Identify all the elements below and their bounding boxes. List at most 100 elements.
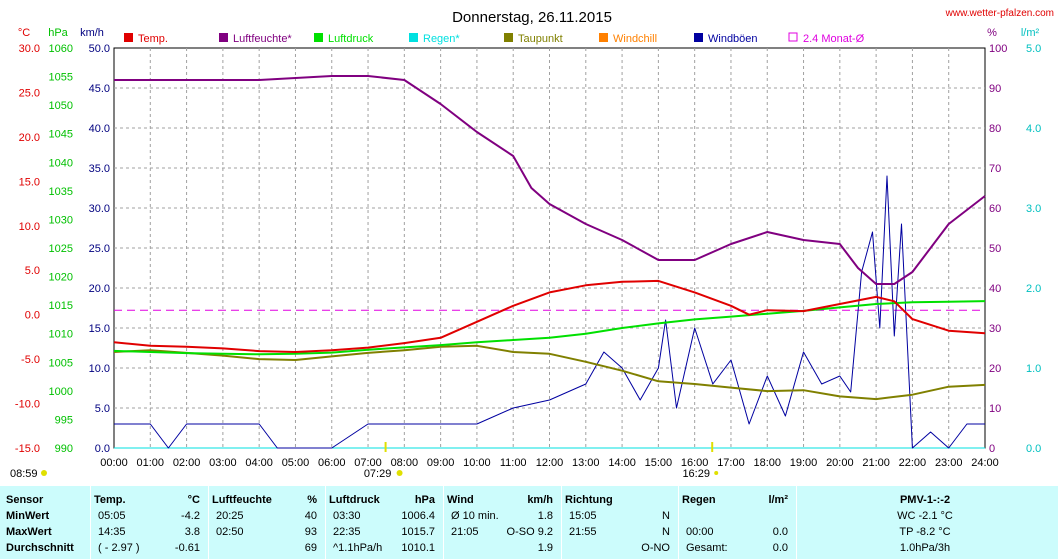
stats-header-pmv: PMV-1-:-2 [899,494,951,506]
x-tick-label: 03:00 [209,457,237,469]
stats-value: 93 [304,526,317,538]
axis-tick-label: 10.0 [89,363,110,375]
stats-value: 0.0 [772,526,788,538]
axis-tick-label: 20.0 [19,132,40,144]
axis-tick-label: 990 [55,443,73,455]
stats-time: 03:30 [333,510,361,522]
stats-header: Luftfeuchte [212,494,272,506]
stats-header: Luftdruck [329,494,380,506]
axis-tick-label: 5.0 [1026,43,1041,55]
column-separator [325,486,326,559]
stats-value: O-SO 9.2 [506,526,553,538]
legend-label: Regen* [423,33,460,45]
axis-tick-label: 35.0 [89,163,110,175]
axis-tick-label: 1005 [49,357,73,369]
x-tick-label: 21:00 [862,457,890,469]
axis-tick-label: 4.0 [1026,123,1041,135]
stats-header-sensor: Sensor [6,494,44,506]
legend-swatch [694,33,703,42]
axis-tick-label: 70 [989,163,1001,175]
axis-tick-label: 20.0 [89,283,110,295]
stats-header-unit: l/m² [768,494,788,506]
series-line [113,344,986,401]
stats-pmv: 1.0hPa/3h [899,542,951,554]
stats-time: 21:55 [569,526,597,538]
legend-label: Luftfeuchte* [233,33,292,45]
legend-swatch [219,33,228,42]
axis-tick-label: 60 [989,203,1001,215]
x-tick-label: 18:00 [753,457,781,469]
column-separator [678,486,679,559]
axis-tick-label: 995 [55,414,73,426]
x-tick-label: 17:00 [717,457,745,469]
series-line [114,175,985,449]
stats-time: 05:05 [98,510,126,522]
axis-tick-label: 25.0 [89,243,110,255]
x-tick-label: 15:00 [645,457,673,469]
site-url[interactable]: www.wetter-pfalzen.com [945,8,1054,19]
legend-swatch [504,33,513,42]
column-separator [796,486,797,559]
axis-tick-label: 10.0 [19,221,40,233]
x-tick-label: 12:00 [536,457,564,469]
axis-tick-label: 2.0 [1026,283,1041,295]
axis-tick-label: 40 [989,283,1001,295]
axis-tick-label: 1060 [49,43,73,55]
stats-header-unit: km/h [527,494,553,506]
sunset-time: 16:29 [682,468,710,480]
prev-sunset-time: 08:59 [10,468,38,480]
stats-value: 1.9 [537,542,553,554]
legend-label: Taupunkt [518,33,563,45]
axis-tick-label: 15.0 [89,323,110,335]
axis-tick-label: 30 [989,323,1001,335]
axis-tick-label: 40.0 [89,123,110,135]
legend-swatch [599,33,608,42]
stats-value: -0.61 [174,542,200,554]
stats-row-label: Durchschnitt [6,542,74,554]
stats-value: 1.8 [537,510,553,522]
series-line [113,279,986,353]
stats-row-label: MinWert [6,510,50,522]
axis-tick-label: 1000 [49,386,73,398]
stats-time: 14:35 [98,526,126,538]
stats-header: Wind [447,494,474,506]
axis-tick-label: 90 [989,83,1001,95]
stats-header: Richtung [565,494,613,506]
legend-label: Windböen [708,33,758,45]
stats-time: 00:00 [686,526,714,538]
unit-label: % [987,27,997,39]
chart-title: Donnerstag, 26.11.2015 [452,9,612,26]
legend-label: 2.4 Monat-Ø [803,33,865,45]
stats-time: 02:50 [216,526,244,538]
column-separator [443,486,444,559]
x-tick-label: 22:00 [899,457,927,469]
x-tick-label: 10:00 [463,457,491,469]
axis-tick-label: 1050 [49,100,73,112]
axis-tick-label: -10.0 [15,399,40,411]
x-tick-label: 11:00 [500,457,527,469]
axis-tick-label: 1.0 [1026,363,1041,375]
stats-table: Sensor Temp. °C Luftfeuchte% Luftdruck hPa Win… [0,486,1058,559]
axis-tick-label: 1010 [49,329,73,341]
axis-tick-label: 1055 [49,72,73,84]
stats-header-unit: hPa [414,494,435,506]
sunrise-time: 07:29 [364,468,392,480]
axis-tick-label: 10 [989,403,1001,415]
stats-time: ^1.1hPa/h [333,542,383,554]
stats-pmv: TP -8.2 °C [899,526,951,538]
axis-tick-label: 1035 [49,186,73,198]
axis-tick-label: 30.0 [19,43,40,55]
stats-row-label: MaxWert [6,526,52,538]
unit-label: hPa [48,27,68,39]
stats-header-unit: °C [187,494,200,506]
axis-tick-label: 25.0 [19,87,40,99]
column-separator [208,486,209,559]
stats-time: Gesamt: [686,542,728,554]
x-tick-label: 00:00 [100,457,128,469]
axis-tick-label: 1040 [49,157,73,169]
axis-tick-label: 20 [989,363,1001,375]
stats-time: 22:35 [333,526,361,538]
stats-time: ( - 2.97 ) [98,542,140,554]
legend-swatch [788,32,798,42]
stats-header: Regen [682,494,716,506]
